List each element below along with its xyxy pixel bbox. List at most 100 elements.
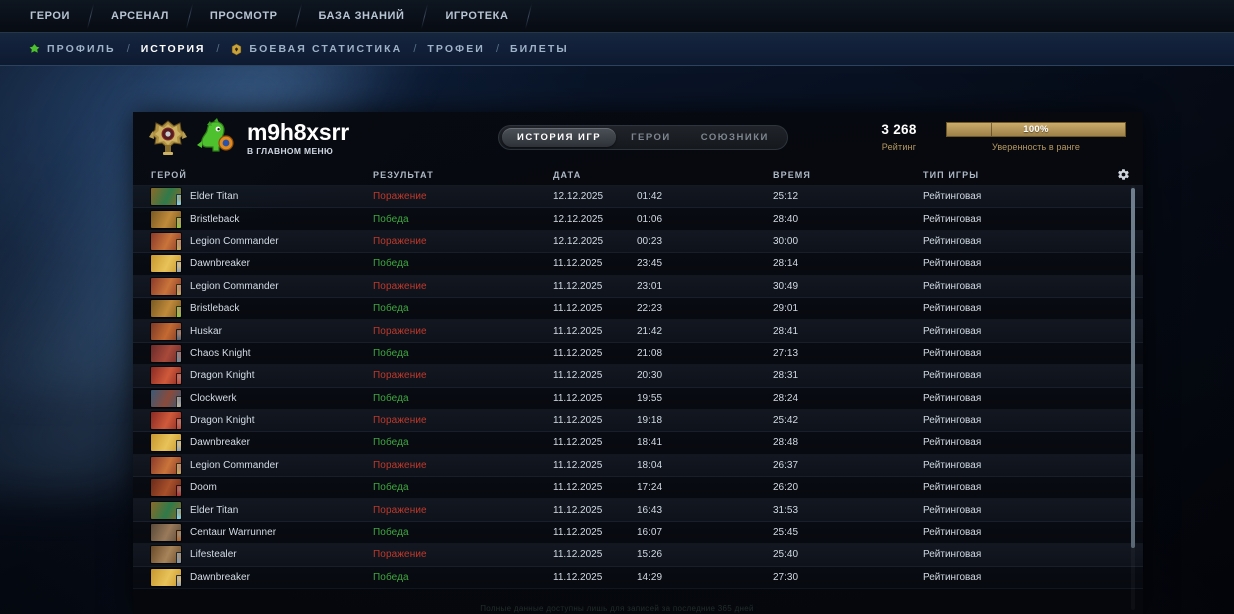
dinosaur-avatar-icon[interactable]	[193, 117, 237, 159]
cell-hero: Doom	[133, 479, 373, 497]
subnav-item-4[interactable]: БИЛЕТЫ	[510, 43, 569, 55]
table-row[interactable]: Elder Titan Поражение 11.12.2025 16:43 31:53…	[133, 499, 1143, 522]
hero-portrait-icon	[151, 389, 181, 407]
hero-name: Lifestealer	[190, 549, 237, 561]
match-date: 12.12.2025	[553, 235, 604, 247]
hero-badge-icon	[176, 194, 181, 206]
table-row[interactable]: Chaos Knight Победа 11.12.2025 21:08 27:13 Ре…	[133, 342, 1143, 366]
hero-portrait-icon	[151, 210, 181, 228]
table-row[interactable]: Bristleback Победа 11.12.2025 22:23 29:01 Рей…	[133, 297, 1143, 321]
hero-name: Dawnbreaker	[190, 437, 251, 449]
table-settings-button[interactable]	[1103, 168, 1143, 181]
topnav-arcade[interactable]: ИГРОТЕКА	[445, 10, 509, 22]
profile-icon	[28, 43, 41, 56]
column-header-hero[interactable]: ГЕРОЙ	[151, 169, 187, 180]
cell-game-type: Рейтинговая	[923, 415, 982, 427]
table-row[interactable]: Legion Commander Поражение 11.12.2025 23:01…	[133, 275, 1143, 298]
hero-portrait-icon	[151, 322, 181, 340]
cell-game-type: Рейтинговая	[923, 549, 982, 561]
column-header-type[interactable]: ТИП ИГРЫ	[923, 169, 980, 180]
topnav-heroes[interactable]: ГЕРОИ	[30, 10, 70, 22]
match-date: 11.12.2025	[553, 392, 603, 404]
cell-hero: Dawnbreaker	[133, 434, 373, 452]
column-header-date[interactable]: ДАТА	[553, 169, 582, 180]
cell-duration: 25:42	[773, 415, 799, 427]
tab-1[interactable]: ГЕРОИ	[631, 132, 671, 143]
subnav-item-2[interactable]: БОЕВАЯ СТАТИСТИКА	[230, 43, 402, 56]
cell-date: 11.12.2025 14:29	[553, 572, 773, 583]
subnav-item-label: ПРОФИЛЬ	[47, 43, 116, 55]
gear-icon	[1117, 169, 1129, 180]
match-clock: 17:24	[637, 482, 663, 494]
match-clock: 18:41	[637, 437, 663, 449]
match-date: 11.12.2025	[553, 459, 603, 471]
topnav-arsenal[interactable]: АРСЕНАЛ	[110, 10, 169, 22]
cell-game-type: Рейтинговая	[923, 347, 982, 359]
column-header-time[interactable]: ВРЕМЯ	[773, 169, 811, 180]
table-row[interactable]: Huskar Поражение 11.12.2025 21:42 28:41 Рейти…	[133, 320, 1143, 343]
column-header-result[interactable]: РЕЗУЛЬТАТ	[373, 169, 434, 180]
topnav-knowledge[interactable]: БАЗА ЗНАНИЙ	[318, 10, 405, 22]
table-row[interactable]: Dragon Knight Поражение 11.12.2025 19:18 25:…	[133, 409, 1143, 433]
hero-portrait-icon	[151, 568, 181, 586]
subnav-separator: /	[413, 43, 417, 55]
table-row[interactable]: Dragon Knight Поражение 11.12.2025 20:30 28:…	[133, 365, 1143, 388]
table-row[interactable]: Elder Titan Поражение 12.12.2025 01:42 25:12…	[133, 186, 1143, 209]
cell-hero: Legion Commander	[133, 277, 373, 295]
subnav-item-1[interactable]: ИСТОРИЯ	[141, 43, 206, 55]
rank-medal-icon	[147, 117, 189, 159]
tab-0[interactable]: ИСТОРИЯ ИГР	[502, 128, 617, 147]
table-row[interactable]: Legion Commander Поражение 12.12.2025 00:23…	[133, 230, 1143, 254]
subnav-item-3[interactable]: ТРОФЕИ	[427, 43, 485, 55]
table-header-row: ГЕРОЙ РЕЗУЛЬТАТ ДАТА ВРЕМЯ ТИП ИГРЫ	[133, 164, 1143, 186]
topnav-watch[interactable]: ПРОСМОТР	[209, 10, 278, 22]
cell-date: 11.12.2025 19:55	[553, 393, 773, 404]
cell-result: Победа	[373, 437, 409, 449]
match-clock: 16:07	[637, 527, 663, 539]
player-identity: m9h8xsrr В ГЛАВНОМ МЕНЮ	[247, 120, 349, 156]
cell-duration: 29:01	[773, 303, 799, 315]
table-row[interactable]: Legion Commander Поражение 11.12.2025 18:04…	[133, 454, 1143, 478]
match-clock: 01:06	[637, 213, 663, 225]
rank-confidence-label: Уверенность в ранге	[992, 142, 1080, 152]
hero-portrait-icon	[151, 344, 181, 362]
match-clock: 16:43	[637, 504, 663, 516]
hero-portrait-icon	[151, 479, 181, 497]
cell-result: Поражение	[373, 415, 427, 427]
cell-game-type: Рейтинговая	[923, 459, 982, 471]
table-row[interactable]: Doom Победа 11.12.2025 17:24 26:20 Рейтингова…	[133, 477, 1143, 500]
table-row[interactable]: Clockwerk Победа 11.12.2025 19:55 28:24 Рейти…	[133, 387, 1143, 410]
cell-duration: 31:53	[773, 504, 799, 516]
table-row[interactable]: Dawnbreaker Победа 11.12.2025 14:29 27:30 Рей…	[133, 566, 1143, 590]
hero-portrait-icon	[151, 456, 181, 474]
cell-game-type: Рейтинговая	[923, 258, 982, 270]
hero-name: Clockwerk	[190, 392, 237, 404]
match-date: 11.12.2025	[553, 571, 603, 583]
cell-result: Победа	[373, 303, 409, 315]
hero-badge-icon	[176, 283, 181, 295]
table-row[interactable]: Lifestealer Поражение 11.12.2025 15:26 25:40…	[133, 544, 1143, 567]
match-date: 11.12.2025	[553, 370, 603, 382]
cell-result: Поражение	[373, 549, 427, 561]
table-row[interactable]: Dawnbreaker Победа 11.12.2025 18:41 28:48 Рей…	[133, 432, 1143, 455]
tab-2[interactable]: СОЮЗНИКИ	[700, 132, 769, 143]
top-navigation-items: ГЕРОИ АРСЕНАЛ ПРОСМОТР БАЗА ЗНАНИЙ ИГРОТЕКА	[0, 0, 600, 32]
table-row[interactable]: Bristleback Победа 12.12.2025 01:06 28:40 Рей…	[133, 208, 1143, 231]
subnav-item-label: ИСТОРИЯ	[140, 43, 206, 55]
subnav-item-0[interactable]: ПРОФИЛЬ	[28, 43, 116, 56]
hero-portrait-icon	[151, 501, 181, 519]
scrollbar-thumb[interactable]	[1131, 188, 1135, 548]
cell-date: 12.12.2025 00:23	[553, 236, 773, 247]
cell-duration: 26:37	[773, 459, 799, 471]
table-row[interactable]: Dawnbreaker Победа 11.12.2025 23:45 28:14 Рей…	[133, 253, 1143, 276]
cell-result: Победа	[373, 213, 409, 225]
cell-game-type: Рейтинговая	[923, 571, 982, 583]
rank-confidence-bar: 100%	[946, 122, 1126, 137]
table-row[interactable]: Centaur Warrunner Победа 11.12.2025 16:07 25…	[133, 521, 1143, 545]
match-clock: 15:26	[637, 549, 663, 561]
cell-game-type: Рейтинговая	[923, 370, 982, 382]
cell-hero: Bristleback	[133, 300, 373, 318]
cell-result: Победа	[373, 571, 409, 583]
cell-date: 11.12.2025 19:18	[553, 415, 773, 426]
